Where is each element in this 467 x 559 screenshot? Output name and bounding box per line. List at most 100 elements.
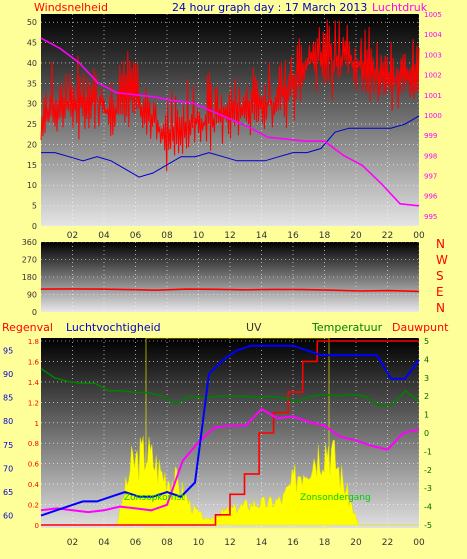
y-left-tick-label: 40 <box>27 59 37 68</box>
y-right-tick-label: 999 <box>424 132 437 140</box>
x-tick-label: 04 <box>98 231 110 241</box>
x-tick-label: 14 <box>256 231 268 241</box>
x-tick-label: 08 <box>161 231 173 241</box>
y-left-tick-label: 50 <box>27 18 37 27</box>
wind-low-line <box>41 115 420 178</box>
rain-tick-label: 1.4 <box>28 379 40 387</box>
pressure-line <box>40 37 420 207</box>
humidity-tick-label: 80 <box>3 417 13 426</box>
humidity-tick-label: 75 <box>3 441 13 450</box>
y-tick-label: 180 <box>22 273 37 282</box>
y-right-tick-label: 1000 <box>424 112 442 120</box>
compass-labels: N W S E N <box>436 237 448 315</box>
sunset-label: Zonsondergang <box>300 493 371 503</box>
compass-label-n-bottom: N <box>436 301 445 315</box>
wind-speed-label: Windsnelheid <box>34 1 108 14</box>
temperature-tick-label: -1 <box>424 447 432 456</box>
dewpoint-line <box>40 407 420 514</box>
uv-label: UV <box>246 321 262 334</box>
wind-speed-band <box>40 19 420 172</box>
humidity-label: Luchtvochtigheid <box>66 321 161 334</box>
y-right-tick-label: 1005 <box>424 11 442 19</box>
wind-speed-trace <box>40 19 420 172</box>
panel1-right-axis: 995 996 997 998 999 1000 1001 1002 1003 1004 1005 <box>424 11 442 221</box>
x-tick-label: 22 <box>382 231 393 241</box>
y-left-tick-label: 30 <box>27 100 37 109</box>
x-tick-label: 12 <box>224 231 235 241</box>
wind-direction-panel-bg <box>41 242 419 312</box>
y-tick-label: 360 <box>22 238 37 247</box>
compass-label-n-top: N <box>436 237 445 251</box>
x-tick-label: 00 <box>413 231 425 241</box>
x-tick-label: 06 <box>130 231 142 241</box>
temperature-tick-label: 0 <box>424 429 429 438</box>
temperature-tick-label: -5 <box>424 521 432 530</box>
temperature-tick-label: 3 <box>424 374 429 383</box>
compass-label-e: E <box>436 285 444 299</box>
rain-uv-axis: 0 0.2 0.4 0.6 0.8 1 1.2 1.4 1.6 1.8 <box>28 338 40 530</box>
x-tick-label: 02 <box>67 538 78 548</box>
x-tick-label: 16 <box>287 231 299 241</box>
y-left-tick-label: 25 <box>27 120 37 129</box>
x-tick-label: 04 <box>98 538 110 548</box>
y-right-tick-label: 1003 <box>424 51 442 59</box>
y-left-tick-label: 20 <box>27 140 37 149</box>
daylight-window <box>145 337 330 529</box>
rain-tick-label: 0.2 <box>28 502 39 510</box>
y-right-tick-label: 995 <box>424 213 437 221</box>
humidity-line <box>40 344 420 517</box>
panel2-left-axis: 0 90 180 270 360 <box>22 238 37 317</box>
y-tick-label: 0 <box>32 308 37 317</box>
temperature-line <box>40 367 420 407</box>
x-tick-label: 02 <box>67 231 78 241</box>
rain-tick-label: 0.4 <box>28 481 40 489</box>
temperature-tick-label: -2 <box>424 466 432 475</box>
x-tick-label: 12 <box>224 538 235 548</box>
temperature-tick-label: 4 <box>424 355 429 364</box>
humidity-axis: 60 65 70 75 80 85 90 95 <box>3 346 13 520</box>
y-tick-label: 90 <box>27 291 37 300</box>
rain-tick-label: 0.8 <box>28 440 39 448</box>
rain-tick-label: 0 <box>35 522 39 530</box>
x-tick-label: 16 <box>287 538 299 548</box>
x-tick-label: 06 <box>130 538 142 548</box>
rain-tick-label: 1.6 <box>28 358 40 366</box>
temperature-tick-label: -4 <box>424 503 432 512</box>
panel1-x-axis: 02 04 06 08 10 12 14 16 18 20 22 00 <box>67 231 425 241</box>
temperature-tick-label: 1 <box>424 411 429 420</box>
y-tick-label: 270 <box>22 256 37 265</box>
rain-label: Regenval <box>2 321 53 334</box>
humidity-tick-label: 60 <box>3 512 13 521</box>
compass-label-w: W <box>436 253 448 267</box>
rain-tick-label: 1 <box>35 420 39 428</box>
temperature-tick-label: -3 <box>424 484 432 493</box>
humidity-tick-label: 95 <box>3 346 13 355</box>
temperature-label: Temperatuur <box>311 321 383 334</box>
page-title: 24 hour graph day : 17 March 2013 <box>172 1 367 14</box>
pressure-label: Luchtdruk <box>372 1 428 14</box>
compass-label-s: S <box>436 269 444 283</box>
rain-tick-label: 0.6 <box>28 461 40 469</box>
y-right-tick-label: 997 <box>424 173 437 181</box>
x-tick-label: 10 <box>193 231 205 241</box>
temperature-axis: -5 -4 -3 -2 -1 0 1 2 3 4 5 <box>424 337 432 530</box>
x-tick-label: 14 <box>256 538 268 548</box>
sunrise-label: Zonsopkomst <box>124 493 185 503</box>
y-left-tick-label: 45 <box>27 39 37 48</box>
y-left-tick-label: 10 <box>27 181 37 190</box>
y-left-tick-label: 0 <box>32 222 37 231</box>
rain-tick-label: 1.8 <box>28 338 39 346</box>
y-left-tick-label: 5 <box>32 202 37 211</box>
y-left-tick-label: 35 <box>27 79 37 88</box>
x-tick-label: 22 <box>382 538 393 548</box>
x-tick-label: 08 <box>161 538 173 548</box>
humidity-tick-label: 90 <box>3 370 13 379</box>
temperature-tick-label: 2 <box>424 392 429 401</box>
x-tick-label: 18 <box>319 231 331 241</box>
x-tick-label: 00 <box>413 538 425 548</box>
y-right-tick-label: 1001 <box>424 92 442 100</box>
x-tick-label: 18 <box>319 538 331 548</box>
humidity-tick-label: 70 <box>3 464 13 473</box>
